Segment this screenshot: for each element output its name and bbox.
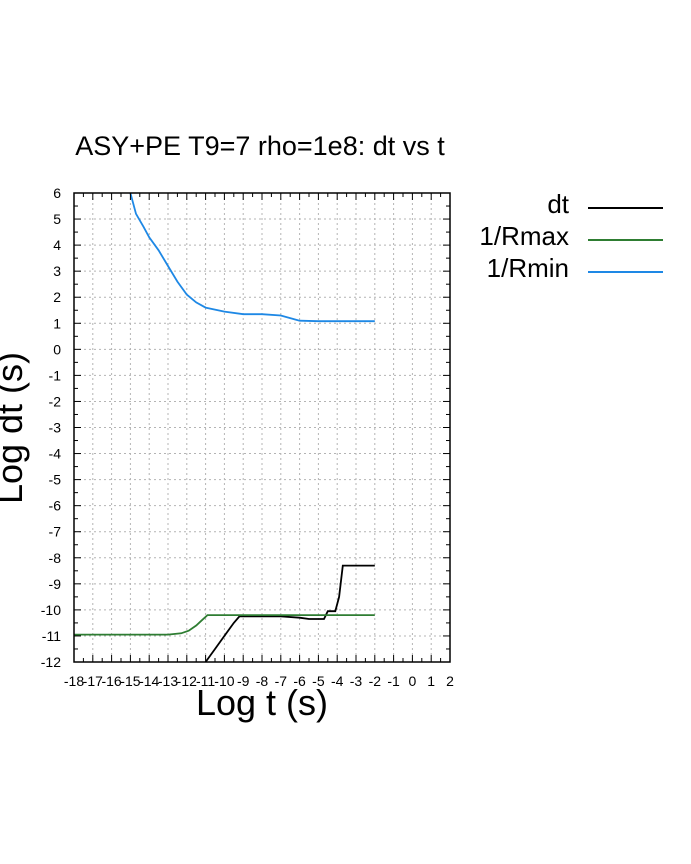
tick-labels: -18-17-16-15-14-13-12 -11 -10 -9 -8 -7 -6 -5 -4-… [41, 185, 454, 689]
x-tick-label: -7 [275, 673, 288, 689]
series-line-0 [204, 564, 375, 663]
y-tick-label: 3 [53, 263, 61, 279]
y-tick-label: -3 [49, 420, 62, 436]
y-tick-label: 1 [53, 315, 61, 331]
x-tick-label: -2 [369, 673, 382, 689]
x-tick-label: -14 [139, 673, 159, 689]
y-tick-label: -12 [41, 654, 61, 670]
y-tick-label: 5 [53, 211, 61, 227]
grid [74, 193, 450, 662]
y-tick-label: 4 [53, 237, 61, 253]
y-tick-label: 0 [53, 341, 61, 357]
x-tick-label: -11 [196, 673, 215, 689]
y-tick-label: -7 [49, 524, 62, 540]
x-tick-label: -3 [350, 673, 363, 689]
y-tick-label: -10 [41, 602, 61, 618]
x-tick-label: -12 [177, 673, 197, 689]
legend-label-1: 1/Rmax [479, 221, 569, 251]
y-tick-label: -6 [49, 498, 62, 514]
y-tick-label: -11 [42, 628, 61, 644]
x-axis-label: Log t (s) [196, 682, 328, 723]
x-tick-label: 1 [427, 673, 435, 689]
y-tick-label: -1 [49, 367, 62, 383]
x-tick-label: -15 [120, 673, 140, 689]
x-tick-label: -10 [214, 673, 234, 689]
series-layer [74, 192, 375, 663]
x-tick-label: -13 [158, 673, 178, 689]
y-tick-label: -5 [49, 472, 62, 488]
x-tick-label: -5 [312, 673, 325, 689]
legend-label-0: dt [547, 189, 569, 219]
chart-title: ASY+PE T9=7 rho=1e8: dt vs t [75, 131, 445, 161]
x-tick-label: -1 [387, 673, 400, 689]
x-tick-label: 0 [409, 673, 417, 689]
x-tick-label: -8 [256, 673, 269, 689]
series-line-2 [129, 192, 375, 323]
series-line-1 [74, 614, 375, 636]
x-tick-label: -18 [64, 673, 84, 689]
x-tick-label: -6 [293, 673, 306, 689]
y-axis-label: Log dt (s) [0, 352, 30, 504]
y-tick-label: -9 [49, 576, 62, 592]
x-tick-label: -4 [331, 673, 344, 689]
y-tick-label: 2 [53, 289, 61, 305]
y-tick-label: -8 [49, 550, 62, 566]
y-tick-label: -4 [49, 446, 62, 462]
y-tick-label: 6 [53, 185, 61, 201]
y-tick-label: -2 [49, 393, 62, 409]
x-tick-label: -9 [237, 673, 250, 689]
ticks [73, 192, 451, 663]
x-tick-label: 2 [446, 673, 454, 689]
x-tick-label: -17 [83, 673, 103, 689]
x-tick-label: -16 [101, 673, 121, 689]
legend-label-2: 1/Rmin [487, 253, 569, 283]
